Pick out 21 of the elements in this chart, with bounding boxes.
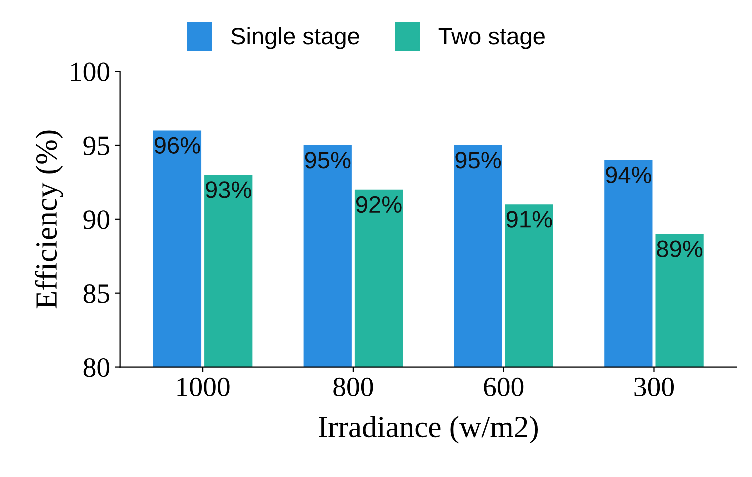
data-label: 95% xyxy=(305,152,351,169)
y-tick-label: 100 xyxy=(71,62,110,82)
legend-label: Single stage xyxy=(232,27,360,50)
y-tick-label: 90 xyxy=(84,210,110,230)
legend-label: Two stage xyxy=(438,28,545,50)
x-tick-label: 300 xyxy=(634,378,674,397)
x-tick-label: 600 xyxy=(484,378,524,397)
data-label: 95% xyxy=(456,152,502,169)
y-tick-label: 95 xyxy=(84,136,110,156)
x-axis-title: Irradiance (w/m2) xyxy=(319,416,538,444)
y-axis-title: Efficiency (%) xyxy=(35,130,64,309)
data-label: 89% xyxy=(657,240,703,258)
data-label: 93% xyxy=(206,182,252,198)
data-label: 96% xyxy=(154,137,200,154)
data-label: 94% xyxy=(606,166,652,184)
data-label: 92% xyxy=(356,196,402,214)
x-tick-label: 800 xyxy=(334,378,374,397)
x-tick-label: 1000 xyxy=(178,378,230,397)
y-tick-label: 80 xyxy=(84,358,110,378)
y-tick-label: 85 xyxy=(84,284,110,304)
data-label: 91% xyxy=(506,211,552,228)
